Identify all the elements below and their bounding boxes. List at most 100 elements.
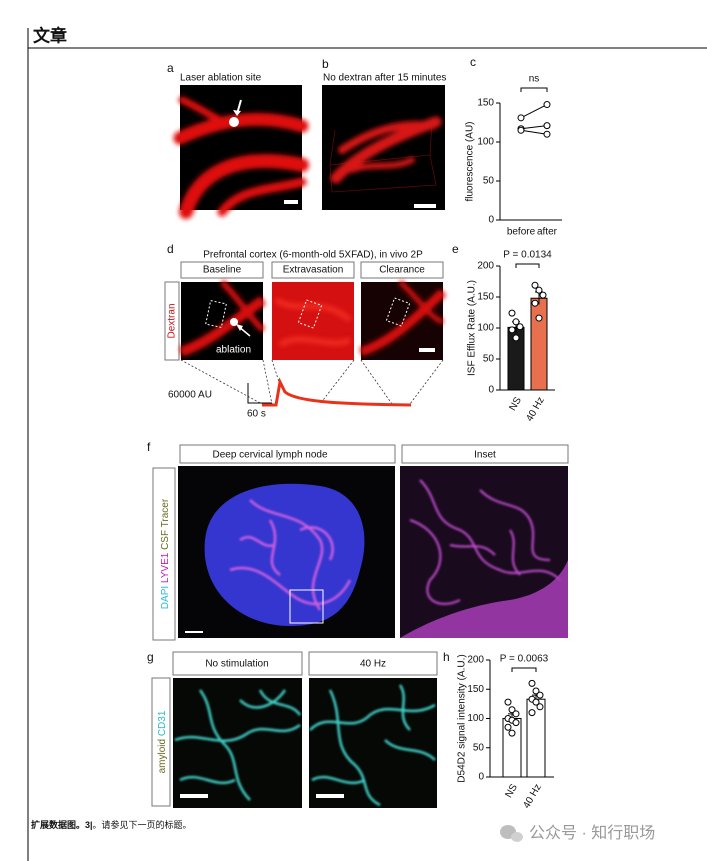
caption-text: 。请参见下一页的标题。 (93, 819, 192, 830)
data-point (512, 318, 520, 326)
view-box (401, 444, 569, 464)
x-tick-label: NS (507, 395, 524, 413)
condition-label: No stimulation (205, 659, 268, 670)
micrograph (178, 466, 395, 638)
arrow-label: ablation (216, 345, 251, 356)
significance-bracket (515, 263, 540, 268)
data-point (512, 719, 520, 727)
step-label: Clearance (379, 265, 425, 276)
x-tick-label: 40 Hz (521, 782, 544, 810)
x-tick-label: 40 Hz (524, 395, 547, 423)
annotation: ns (529, 74, 540, 85)
data-point (504, 698, 512, 706)
scale-label: 60 s (247, 409, 266, 420)
y-tick-label: 0 (478, 772, 484, 783)
channel-label: Dextran (167, 303, 178, 338)
condition-box (308, 651, 438, 676)
y-tick-label: 150 (477, 292, 494, 303)
data-point (508, 729, 516, 737)
micrograph: ablation (179, 279, 266, 360)
step-label: Baseline (203, 265, 242, 276)
panel-title: No dextran after 15 minutes (323, 73, 446, 84)
data-point (531, 281, 539, 289)
y-tick-label: 150 (477, 98, 494, 109)
data-point (532, 698, 540, 706)
view-label: Deep cervical lymph node (212, 450, 327, 461)
data-point (517, 114, 525, 122)
y-tick-label: 50 (473, 742, 485, 753)
y-tick-label: 200 (467, 655, 484, 666)
channel-label: LYVE1 (160, 552, 171, 583)
y-axis-label: ISF Efflux Rate (A.U.) (467, 280, 478, 376)
view-box (179, 444, 396, 464)
y-tick-label: 0 (488, 385, 494, 396)
intensity-trace (262, 377, 412, 407)
watermark-icon (500, 825, 523, 842)
condition-label: 40 Hz (360, 659, 386, 670)
connector (180, 359, 444, 405)
x-tick-label: after (537, 227, 558, 238)
panel-label: c (470, 55, 476, 69)
y-tick-label: 100 (477, 137, 494, 148)
micrograph (400, 466, 568, 638)
channel-label: amyloid (157, 739, 168, 773)
micrograph (322, 85, 445, 210)
channel-box (152, 467, 176, 641)
panel-label: b (322, 57, 329, 71)
data-point (528, 679, 536, 687)
annotation: P = 0.0063 (500, 654, 549, 665)
y-axis-label: fluorescence (AU) (465, 121, 476, 201)
pair-line (520, 125, 548, 130)
panel-title: Laser ablation site (180, 73, 262, 84)
x-tick-label: before (507, 227, 536, 238)
y-tick-label: 150 (467, 684, 484, 695)
data-point (536, 703, 544, 711)
data-point (536, 691, 544, 699)
watermark: 公众号 · 知行职场 (529, 824, 655, 842)
data-point (508, 309, 516, 317)
micrograph (173, 678, 302, 808)
y-tick-label: 100 (477, 323, 494, 334)
micrograph (359, 280, 447, 360)
step-box (180, 261, 264, 279)
data-point (508, 706, 516, 714)
data-point (517, 126, 525, 134)
step-box (360, 261, 444, 279)
data-point (528, 709, 536, 717)
data-point (516, 323, 524, 331)
data-point (508, 326, 516, 334)
significance-bracket (511, 667, 537, 672)
micrograph (173, 85, 309, 219)
micrograph (309, 678, 437, 808)
step-box (271, 261, 355, 279)
channel-label: DAPI (160, 586, 171, 609)
panel-label: f (147, 440, 151, 454)
data-point (539, 291, 547, 299)
caption: 扩展数据图。3|。请参见下一页的标题。 (31, 819, 192, 830)
channel-box (151, 677, 171, 807)
panel-title: Prefrontal cortex (6-month-old 5XFAD), i… (203, 250, 423, 261)
data-point (512, 710, 520, 718)
condition-box (172, 651, 303, 676)
y-tick-label: 200 (477, 261, 494, 272)
y-tick-label: 100 (467, 713, 484, 724)
panel-label: d (167, 242, 174, 256)
step-label: Extravasation (283, 265, 344, 276)
data-point (504, 723, 512, 731)
panel-label: e (452, 242, 459, 256)
y-tick-label: 50 (483, 354, 495, 365)
x-tick-label: NS (503, 782, 520, 800)
data-point (535, 314, 543, 322)
data-point (532, 687, 540, 695)
channel-label: CSF Tracer (160, 498, 171, 550)
panel-label: g (147, 650, 154, 664)
data-point (543, 130, 551, 138)
view-label: Inset (474, 450, 496, 461)
data-point (531, 299, 539, 307)
y-axis-label: D54D2 signal intensity (A.U.) (457, 654, 468, 782)
pair-line (520, 104, 548, 119)
scale-label: 60000 AU (168, 390, 212, 401)
data-point (512, 334, 520, 342)
caption-label: 扩展数据图。3| (31, 819, 93, 830)
y-tick-label: 50 (483, 176, 495, 187)
